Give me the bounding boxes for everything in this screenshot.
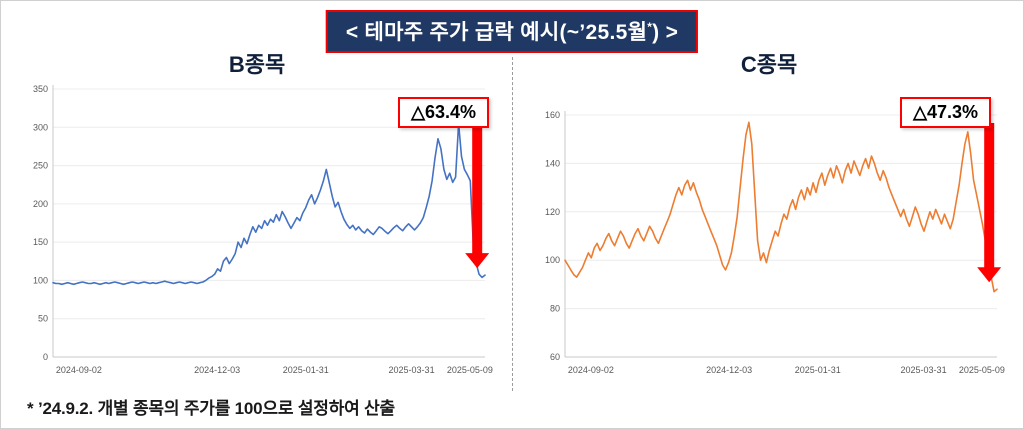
x-axis-tick-label: 2025-01-31 — [795, 365, 841, 375]
chart-c-plot-area: 60 80 100 120 140 160 2024-09-02 2024-12-03 2025… — [529, 81, 1007, 383]
y-axis-tick-label: 300 — [33, 122, 48, 132]
title-banner: < 테마주 주가 급락 예시(~’25.5월*) > — [325, 10, 699, 53]
y-axis-tick-label: 250 — [33, 161, 48, 171]
price-line — [52, 122, 486, 286]
page-title-main: < 테마주 주가 급락 예시(~’25.5월 — [345, 21, 648, 44]
x-axis-tick-label: 2025-05-09 — [959, 365, 1005, 375]
y-axis-tick-label: 200 — [33, 199, 48, 209]
y-axis-tick-label: 50 — [38, 314, 48, 324]
page-title-close: ) > — [652, 21, 679, 44]
y-axis-tick-label: 150 — [33, 237, 48, 247]
x-axis-tick-label: 2024-12-03 — [194, 365, 240, 375]
chart-b-title: B종목 — [228, 52, 286, 77]
line-plot: 60 80 100 120 140 160 2024-09-02 2024-12-03 2025… — [545, 110, 1005, 375]
chart-c-title: C종목 — [740, 52, 798, 77]
y-axis-tick-label: 120 — [545, 207, 560, 217]
line-plot: 0 50 100 150 200 250 300 350 2024-09-02 2024-12-0… — [33, 84, 493, 375]
x-axis-tick-label: 2024-09-02 — [56, 365, 102, 375]
page-title-footnote-marker: * — [647, 20, 653, 34]
x-axis-tick-label: 2024-12-03 — [706, 365, 752, 375]
x-axis-tick-label: 2025-03-31 — [901, 365, 947, 375]
y-axis-tick-label: 100 — [33, 275, 48, 285]
drop-arrow-icon — [977, 123, 1002, 283]
y-axis-tick-label: 140 — [545, 158, 560, 168]
y-axis-tick-label: 160 — [545, 110, 560, 120]
chart-b: B종목 0 50 100 150 200 250 300 350 2024-09-02 2024-… — [17, 51, 497, 383]
y-axis-tick-label: 60 — [550, 352, 560, 362]
vertical-dashed-divider — [512, 57, 513, 391]
y-axis-tick-label: 100 — [545, 255, 560, 265]
x-axis-tick-label: 2024-09-02 — [568, 365, 614, 375]
chart-c: C종목 60 80 100 120 140 160 2024-09-02 2024-12-03… — [529, 51, 1009, 383]
x-axis-tick-label: 2025-03-31 — [389, 365, 435, 375]
y-axis-tick-label: 80 — [550, 304, 560, 314]
price-line — [564, 121, 998, 293]
chart-b-plot-area: 0 50 100 150 200 250 300 350 2024-09-02 2024-12-0… — [17, 81, 495, 383]
chart-c-decline-badge: △47.3% — [900, 97, 991, 128]
chart-b-decline-badge: △63.4% — [398, 97, 489, 128]
x-axis-tick-label: 2025-05-09 — [447, 365, 493, 375]
x-axis-tick-label: 2025-01-31 — [283, 365, 329, 375]
page-title: < 테마주 주가 급락 예시(~’25.5월*) > — [345, 20, 679, 44]
drop-arrow-icon — [465, 123, 490, 269]
y-axis-tick-label: 0 — [43, 352, 48, 362]
y-axis-tick-label: 350 — [33, 84, 48, 94]
footnote: * ’24.9.2. 개별 종목의 주가를 100으로 설정하여 산출 — [27, 399, 395, 418]
